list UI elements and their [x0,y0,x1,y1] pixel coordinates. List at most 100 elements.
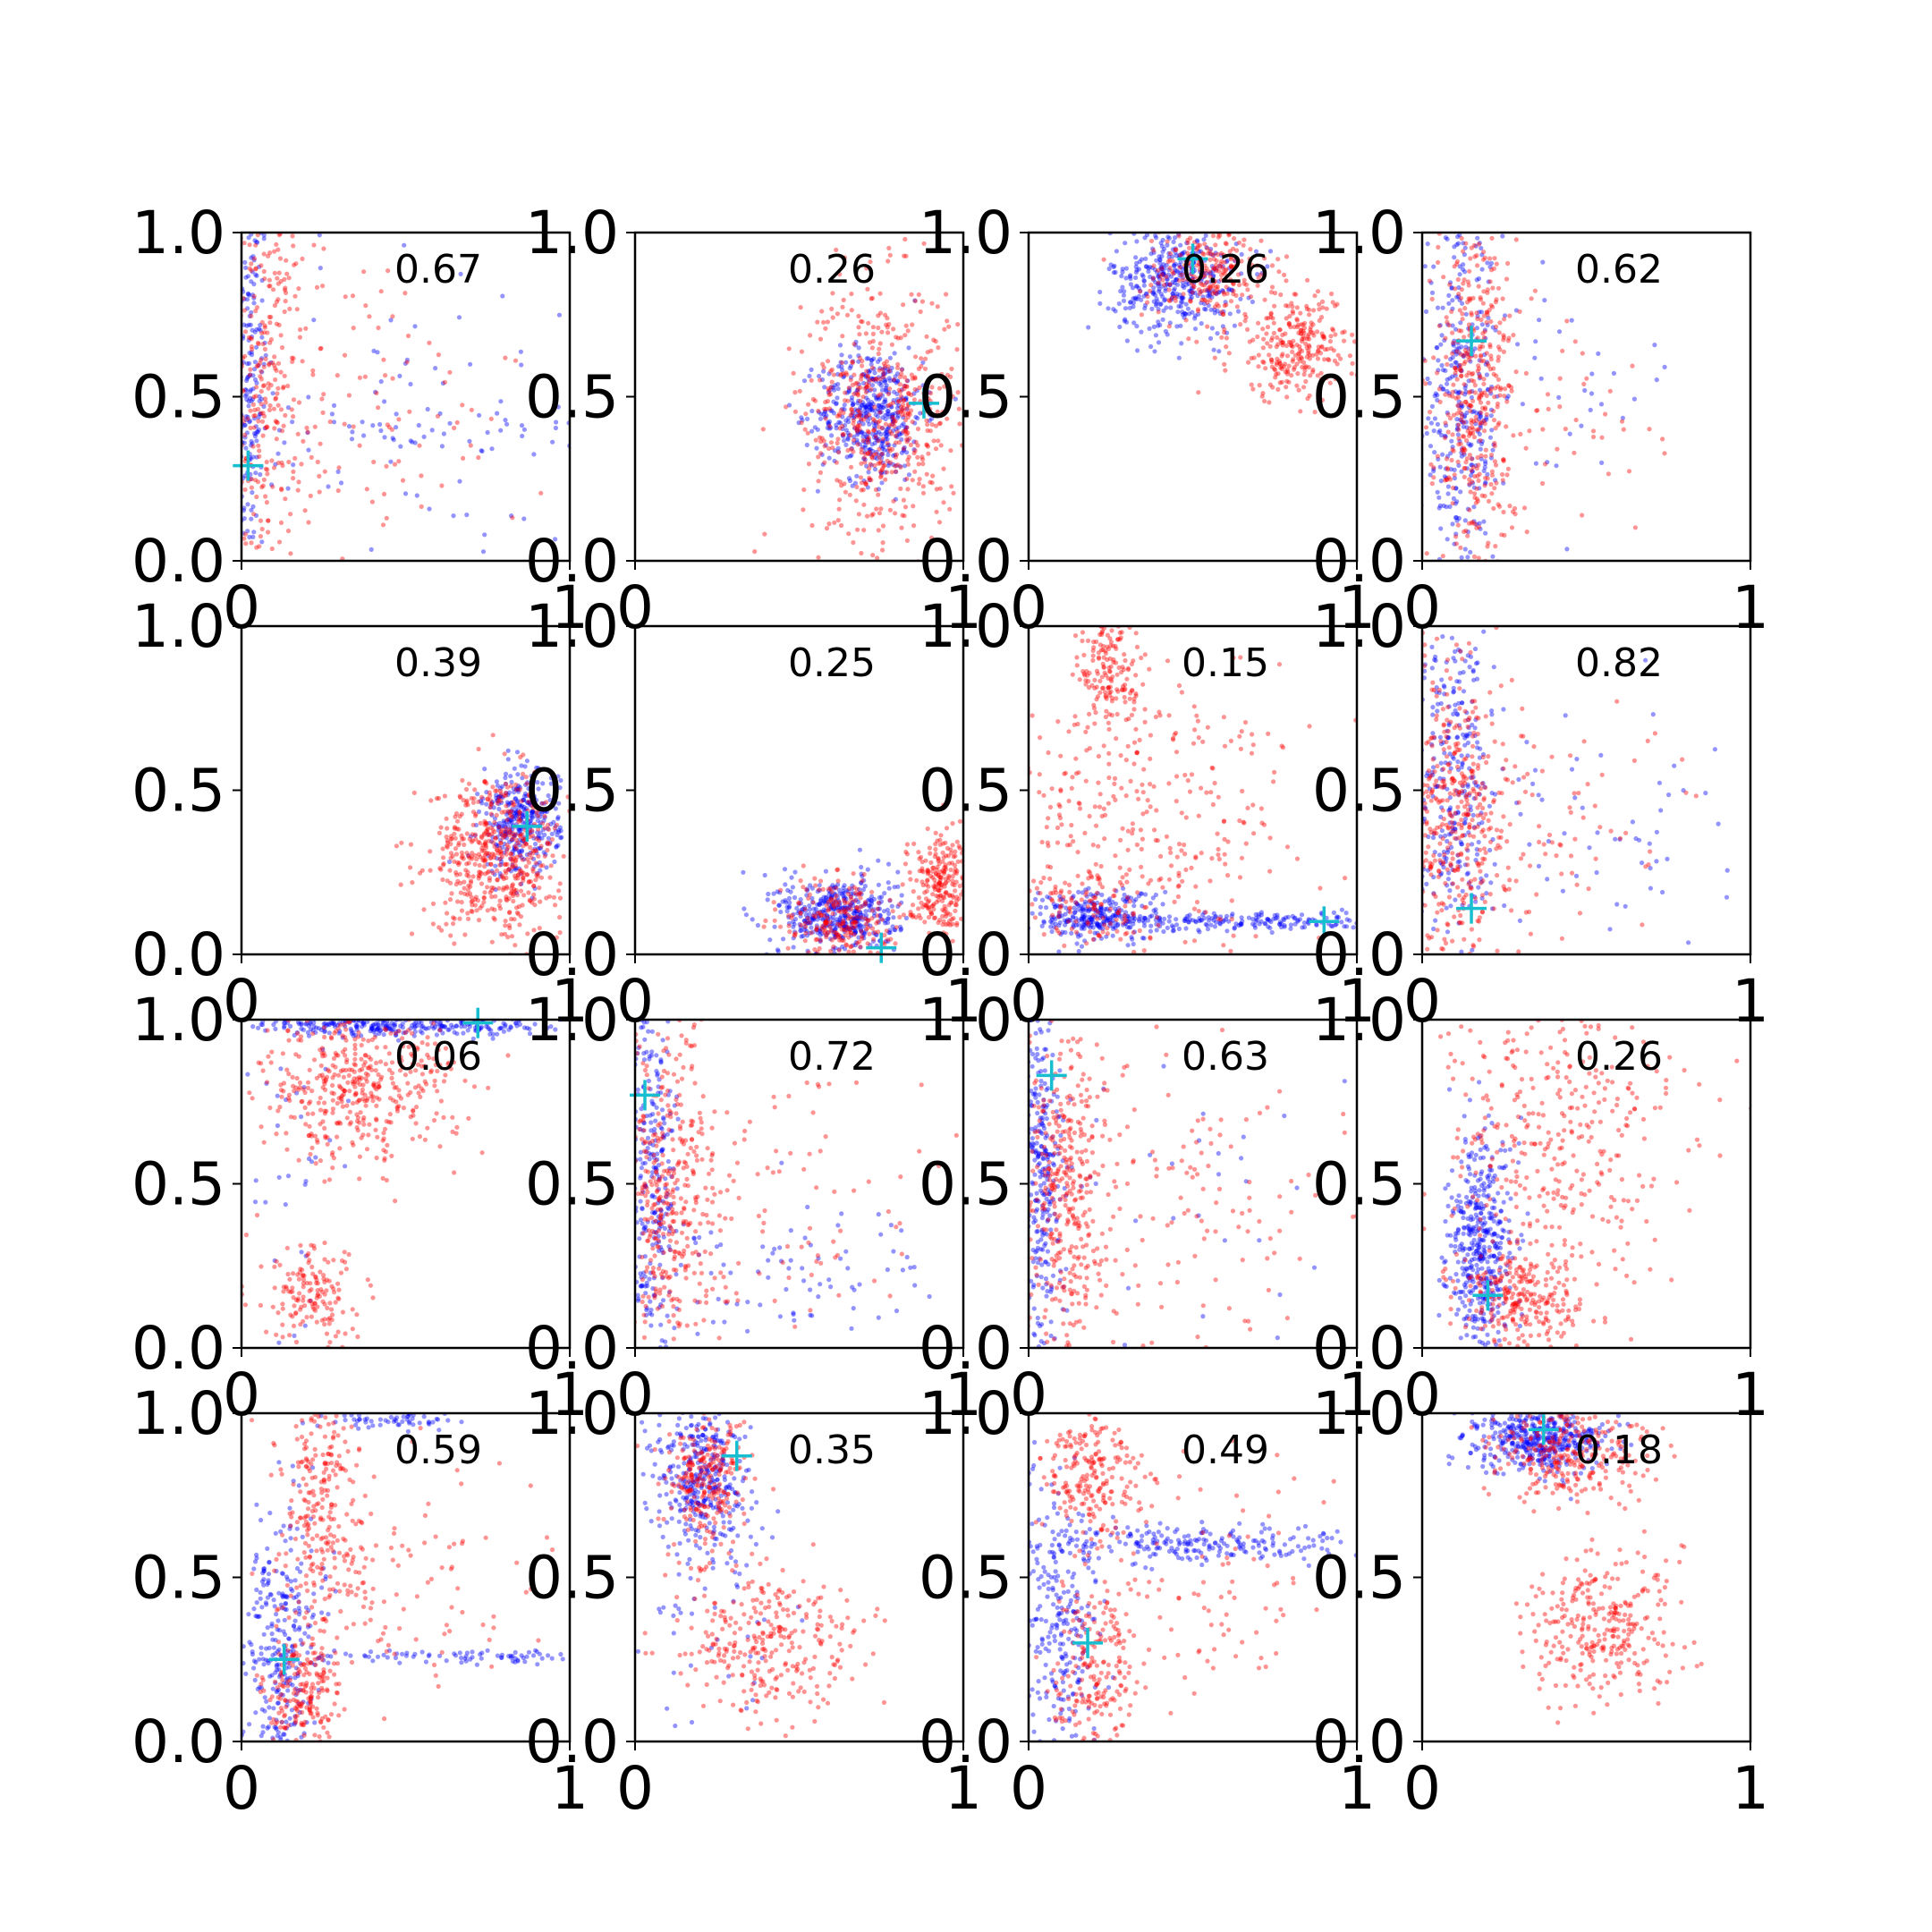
point [408,381,413,387]
point [386,268,391,274]
point [890,412,895,418]
point [257,398,262,403]
point [891,377,896,383]
point [250,269,255,275]
point [481,895,487,901]
point [491,915,496,920]
point [470,838,476,843]
point [898,410,903,415]
point [861,431,867,436]
point [1537,318,1542,323]
point [469,894,474,900]
point [839,352,844,358]
point [1335,301,1340,307]
point [1485,311,1490,317]
point [799,928,804,933]
point [869,358,874,363]
point [1191,284,1197,290]
point [820,917,826,922]
point [1284,394,1290,400]
point [260,383,266,389]
point [1469,377,1474,383]
point [1468,549,1473,555]
point [1630,363,1635,369]
point [1279,353,1284,359]
point [1202,274,1208,279]
point [798,897,803,902]
point [1482,481,1488,487]
point [1491,371,1496,377]
point [870,338,876,344]
point [386,425,392,430]
point [492,852,497,858]
point [503,861,509,867]
point [479,835,485,841]
point [821,369,826,374]
point [824,902,829,909]
point [249,255,254,260]
point [786,905,792,911]
point [857,412,862,418]
point [832,885,837,890]
point [1210,252,1216,258]
point [1124,338,1130,343]
point [553,828,559,834]
point [1231,281,1236,286]
point [863,411,869,416]
point [1170,247,1175,252]
point [863,480,869,486]
point [1461,262,1466,267]
point [1452,244,1457,250]
point [1470,462,1475,468]
point [873,377,878,382]
point [250,441,255,446]
point [852,916,858,921]
point [869,889,875,894]
point [302,508,308,513]
point [1178,252,1183,258]
point [1189,289,1194,294]
point [447,369,453,375]
point [869,455,876,461]
point [876,351,881,357]
point [1442,474,1447,479]
point [548,863,554,869]
point [1151,250,1157,255]
point [778,887,784,893]
point [1170,291,1175,297]
point [884,322,889,327]
point [1481,335,1487,341]
point [1283,361,1288,367]
point [866,379,872,385]
point [265,467,270,472]
point [899,900,904,905]
point [828,921,834,927]
point [852,931,858,936]
point [852,942,859,948]
point [1148,283,1154,288]
point [858,910,863,915]
point [1265,341,1270,346]
point [236,303,241,308]
point [858,927,864,932]
point [878,444,884,449]
point [435,413,441,419]
point [798,911,803,916]
point [1170,279,1175,285]
point [1120,267,1125,272]
point [828,896,834,902]
point [539,810,545,817]
point [514,813,520,818]
point [1298,327,1304,333]
point [472,902,479,908]
point [526,879,531,885]
point [489,939,495,945]
point [499,859,504,865]
point [479,794,485,800]
point [1294,324,1301,330]
point [501,793,506,799]
point [1466,370,1471,376]
point [833,892,838,898]
point [762,531,767,537]
point [478,798,483,804]
